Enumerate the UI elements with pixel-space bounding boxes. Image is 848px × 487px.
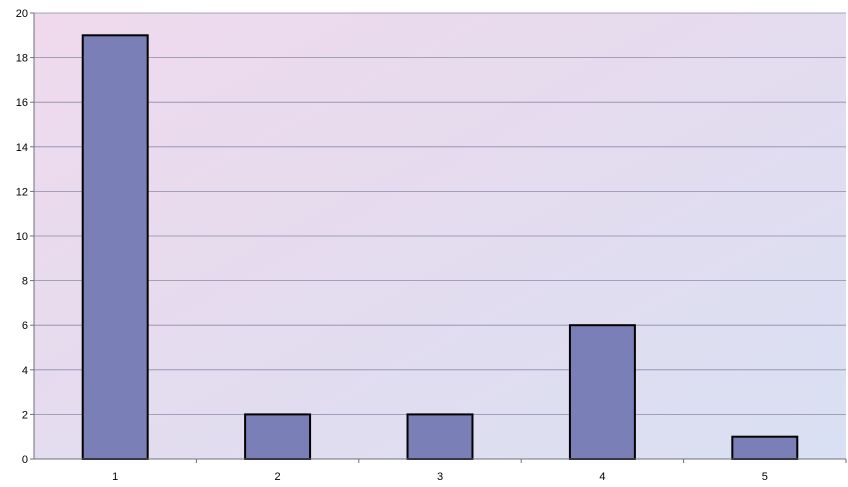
x-tick-label: 4 bbox=[599, 471, 605, 483]
y-tick-label: 2 bbox=[22, 409, 28, 421]
bar-1 bbox=[81, 34, 149, 461]
x-axis-tick-labels: 1 2 3 4 5 bbox=[112, 471, 768, 483]
bars bbox=[81, 34, 799, 461]
x-tick-label: 5 bbox=[762, 471, 768, 483]
bar-2 bbox=[244, 413, 312, 460]
bar-5 bbox=[731, 435, 799, 461]
y-tick-label: 20 bbox=[16, 8, 28, 20]
y-tick-label: 14 bbox=[16, 142, 28, 154]
y-tick-label: 10 bbox=[16, 231, 28, 243]
y-tick-label: 0 bbox=[22, 454, 28, 466]
x-tick-label: 1 bbox=[112, 471, 118, 483]
gridlines bbox=[34, 12, 846, 415]
y-axis-tick-labels: 0 2 4 6 8 10 12 14 16 18 20 bbox=[16, 8, 28, 466]
y-tick-label: 8 bbox=[22, 276, 28, 288]
y-tick-label: 18 bbox=[16, 53, 28, 65]
bar-3 bbox=[406, 413, 474, 460]
y-tick-label: 4 bbox=[22, 365, 28, 377]
y-tick-label: 12 bbox=[16, 186, 28, 198]
axes bbox=[30, 12, 847, 463]
y-tick-label: 6 bbox=[22, 320, 28, 332]
y-tick-label: 16 bbox=[16, 97, 28, 109]
x-tick-label: 2 bbox=[275, 471, 281, 483]
x-tick-label: 3 bbox=[437, 471, 443, 483]
bar-4 bbox=[568, 324, 636, 461]
